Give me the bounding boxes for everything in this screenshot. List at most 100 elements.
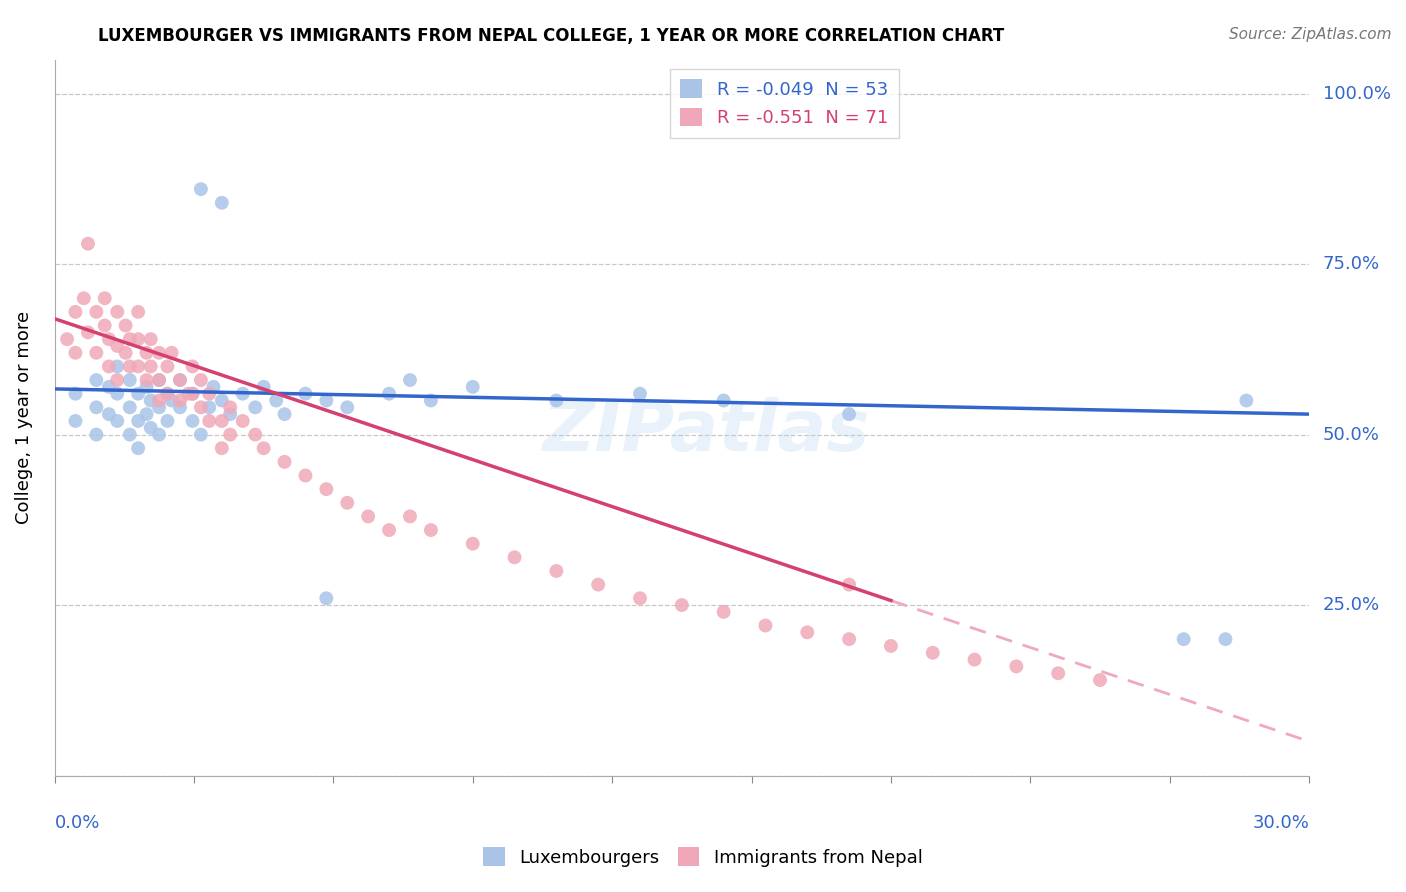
Point (198, 401, 221, 415)
Point (211, 195, 233, 210)
Legend: R = -0.049  N = 53, R = -0.551  N = 71: R = -0.049 N = 53, R = -0.551 N = 71 (669, 69, 898, 138)
Point (86, 305, 108, 319)
Text: 100.0%: 100.0% (1323, 85, 1391, 103)
Point (127, 442, 149, 456)
Point (114, 318, 136, 333)
Point (232, 386, 254, 401)
Text: ZIPatlas: ZIPatlas (543, 397, 870, 467)
Point (148, 345, 170, 359)
Point (127, 332, 149, 346)
Point (211, 393, 233, 408)
Point (65, 386, 87, 401)
Point (399, 373, 422, 387)
Point (127, 386, 149, 401)
Point (127, 359, 149, 374)
Point (921, 646, 943, 660)
Point (118, 359, 141, 374)
Point (219, 427, 242, 442)
Point (294, 468, 316, 483)
Point (190, 182, 212, 196)
Point (628, 591, 651, 606)
Point (77, 326, 100, 340)
Point (93, 318, 115, 333)
Point (105, 339, 128, 353)
Point (671, 598, 693, 612)
Point (211, 442, 233, 456)
Point (211, 414, 233, 428)
Point (503, 550, 526, 565)
Point (105, 386, 128, 401)
Point (118, 373, 141, 387)
Point (963, 652, 986, 666)
Point (86, 401, 108, 415)
Text: 75.0%: 75.0% (1323, 255, 1381, 273)
Point (190, 427, 212, 442)
Point (838, 632, 860, 647)
Point (315, 393, 337, 408)
Point (148, 393, 170, 408)
Point (105, 305, 128, 319)
Point (77, 236, 100, 251)
Point (219, 407, 242, 421)
Point (156, 386, 179, 401)
Point (378, 386, 401, 401)
Point (105, 414, 128, 428)
Point (86, 427, 108, 442)
Point (219, 401, 242, 415)
Point (169, 373, 191, 387)
Point (546, 393, 568, 408)
Point (546, 564, 568, 578)
Point (148, 373, 170, 387)
Text: Source: ZipAtlas.com: Source: ZipAtlas.com (1229, 27, 1392, 42)
Point (181, 386, 204, 401)
Point (754, 618, 776, 632)
Point (419, 523, 441, 537)
Point (253, 442, 276, 456)
Point (315, 591, 337, 606)
Point (378, 523, 401, 537)
Point (56, 332, 79, 346)
Point (118, 401, 141, 415)
Point (135, 345, 157, 359)
Point (190, 373, 212, 387)
Point (65, 345, 87, 359)
Point (190, 401, 212, 415)
Point (181, 359, 204, 374)
Point (135, 407, 157, 421)
Point (160, 393, 183, 408)
Point (1215, 632, 1237, 647)
Point (139, 332, 162, 346)
Point (135, 373, 157, 387)
Point (169, 393, 191, 408)
Point (156, 359, 179, 374)
Text: LUXEMBOURGER VS IMMIGRANTS FROM NEPAL COLLEGE, 1 YEAR OR MORE CORRELATION CHART: LUXEMBOURGER VS IMMIGRANTS FROM NEPAL CO… (98, 27, 1005, 45)
Point (97, 359, 120, 374)
Point (97, 332, 120, 346)
Point (273, 455, 295, 469)
Point (1047, 666, 1070, 681)
Point (169, 373, 191, 387)
Point (202, 380, 225, 394)
Point (86, 373, 108, 387)
Text: 30.0%: 30.0% (1253, 814, 1309, 832)
Point (1088, 673, 1111, 687)
Point (232, 414, 254, 428)
Point (181, 414, 204, 428)
Text: 0.0%: 0.0% (55, 814, 100, 832)
Point (399, 509, 422, 524)
Point (315, 482, 337, 496)
Point (135, 380, 157, 394)
Point (65, 414, 87, 428)
Point (1005, 659, 1028, 673)
Point (73, 291, 96, 305)
Point (105, 373, 128, 387)
Point (139, 393, 162, 408)
Point (245, 427, 267, 442)
Point (156, 386, 179, 401)
Point (294, 386, 316, 401)
Point (461, 537, 484, 551)
Point (169, 401, 191, 415)
Point (198, 414, 221, 428)
Point (336, 496, 359, 510)
Text: 25.0%: 25.0% (1323, 596, 1381, 614)
